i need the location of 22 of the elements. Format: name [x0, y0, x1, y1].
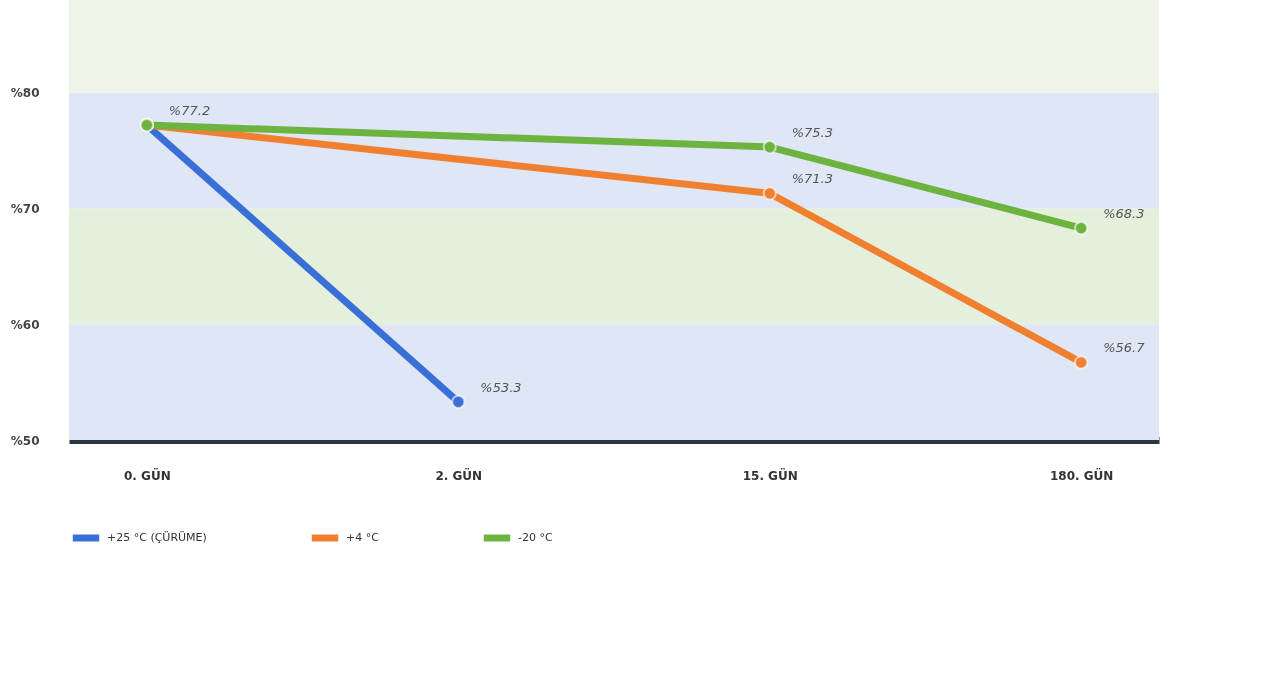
x-tick-label: 0. GÜN [123, 467, 171, 483]
x-tick-label: 180. GÜN [1049, 467, 1114, 483]
legend-label: -20 °C [518, 531, 553, 544]
x-tick-label: 15. GÜN [742, 467, 798, 483]
legend-label: +25 °C (ÇÜRÜME) [107, 531, 207, 544]
data-label: %56.7 [1103, 340, 1146, 356]
point [762, 139, 777, 155]
x-tick-label: 2. GÜN [435, 467, 483, 483]
point [762, 186, 777, 201]
legend-label: +4 °C [346, 531, 380, 544]
y-tick-label: %70 [10, 201, 40, 216]
data-label: %53.3 [480, 379, 522, 395]
data-label: %77.2 [168, 103, 211, 119]
point [1074, 355, 1089, 370]
point [451, 394, 466, 409]
data-label: %71.3 [791, 171, 834, 187]
data-label: %68.3 [1103, 206, 1145, 222]
point [1074, 220, 1089, 236]
y-tick-label: %80 [10, 86, 40, 101]
data-label: %75.3 [791, 125, 834, 141]
y-tick-label: %60 [10, 317, 40, 332]
y-tick-label: %50 [10, 433, 40, 448]
